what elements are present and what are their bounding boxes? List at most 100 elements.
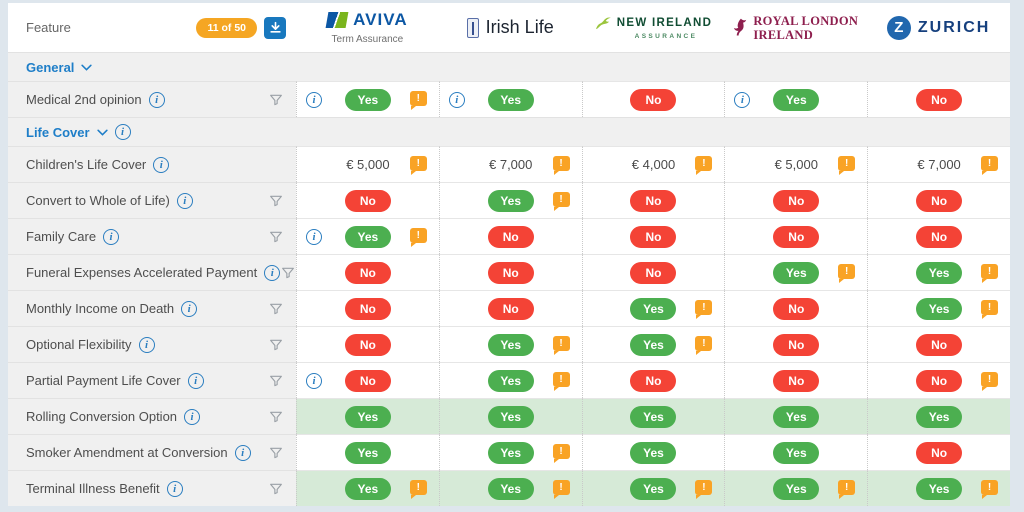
alert-icon[interactable]: ! (552, 479, 570, 499)
alert-icon[interactable]: ! (552, 155, 570, 175)
info-icon[interactable]: i (234, 444, 251, 461)
value-text: € 5,000 (346, 157, 390, 172)
alert-icon[interactable]: ! (695, 155, 713, 175)
section-toggle[interactable]: General (8, 53, 1010, 81)
info-icon[interactable]: i (148, 91, 165, 108)
filter-icon[interactable] (268, 409, 284, 425)
alert-icon[interactable]: ! (838, 263, 856, 283)
value-pill: Yes (487, 88, 534, 111)
alert-icon[interactable]: ! (409, 155, 427, 175)
value-cell: No (867, 326, 1010, 362)
value-cell: i Yes (438, 81, 582, 117)
alert-icon[interactable]: ! (981, 479, 998, 499)
chevron-down-icon (81, 64, 93, 71)
info-icon[interactable]: i (153, 156, 170, 173)
value-cell: Yes (581, 398, 725, 434)
alert-icon[interactable]: ! (981, 155, 998, 175)
filter-icon[interactable] (268, 373, 284, 389)
value-cell: € 4,000! (581, 146, 725, 182)
filter-icon[interactable] (268, 229, 284, 245)
table-row: Family Care i i Yes! No No No No (8, 218, 1010, 254)
feature-label: Children's Life Cover (26, 157, 147, 172)
filter-icon[interactable] (268, 481, 284, 497)
alert-icon[interactable]: ! (552, 371, 570, 391)
info-icon[interactable]: i (264, 264, 281, 281)
value-pill: Yes (630, 441, 677, 464)
provider-logo-aviva: AVIVA Term Assurance (296, 3, 439, 52)
value-pill: No (344, 369, 391, 392)
value-pill: Yes (487, 405, 534, 428)
alert-icon[interactable]: ! (409, 227, 427, 247)
value-cell: € 5,000! (724, 146, 868, 182)
alert-icon[interactable]: ! (838, 479, 856, 499)
info-icon[interactable]: i (176, 192, 193, 209)
info-icon[interactable]: i (306, 91, 322, 108)
value-cell: Yes (581, 434, 725, 470)
value-pill: No (344, 297, 391, 320)
filter-icon[interactable] (280, 265, 296, 281)
filter-icon[interactable] (268, 92, 284, 108)
alert-icon[interactable]: ! (552, 335, 570, 355)
feature-cell: Medical 2nd opinion i (8, 81, 296, 117)
alert-icon[interactable]: ! (695, 299, 713, 319)
table-row: Monthly Income on Death i No No Yes! No Yes! (8, 290, 1010, 326)
feature-header-cell: Feature 11 of 50 (8, 3, 296, 52)
alert-icon[interactable]: ! (838, 155, 856, 175)
alert-icon[interactable]: ! (552, 443, 570, 463)
info-icon[interactable]: i (734, 91, 751, 108)
feature-label: Optional Flexibility (26, 337, 132, 352)
provider-name: ZURICH (917, 18, 991, 36)
value-cell: Yes! (724, 254, 868, 290)
value-pill: No (916, 441, 963, 464)
value-cell: No (581, 362, 725, 398)
section-row: Life Cover i (8, 117, 1010, 146)
section-toggle[interactable]: Life Cover i (8, 118, 1010, 146)
value-pill: Yes (630, 297, 677, 320)
value-cell: No (581, 182, 725, 218)
info-icon[interactable]: i (187, 372, 204, 389)
filter-icon[interactable] (268, 301, 284, 317)
value-cell: No (724, 218, 868, 254)
info-icon[interactable]: i (114, 124, 131, 140)
alert-icon[interactable]: ! (695, 335, 713, 355)
irish-life-logo-icon (466, 17, 479, 38)
alert-icon[interactable]: ! (981, 371, 998, 391)
download-button[interactable] (264, 16, 286, 39)
feature-cell: Funeral Expenses Accelerated Payment i (8, 254, 296, 290)
alert-icon[interactable]: ! (409, 479, 427, 499)
value-cell: No (867, 81, 1010, 117)
value-pill: Yes (487, 333, 534, 356)
value-pill: No (916, 189, 963, 212)
filter-icon[interactable] (268, 337, 284, 353)
provider-name: Irish Life (485, 17, 554, 37)
info-icon[interactable]: i (306, 228, 322, 245)
info-icon[interactable]: i (306, 372, 322, 389)
value-cell: No (867, 218, 1010, 254)
alert-icon[interactable]: ! (695, 479, 713, 499)
alert-icon[interactable]: ! (981, 263, 998, 283)
filter-icon[interactable] (268, 445, 284, 461)
filter-icon[interactable] (268, 193, 284, 209)
info-icon[interactable]: i (166, 480, 183, 497)
count-badge: 11 of 50 (196, 17, 257, 38)
section-label: General (26, 59, 75, 75)
alert-icon[interactable]: ! (409, 90, 427, 110)
value-pill: No (773, 225, 820, 248)
info-icon[interactable]: i (184, 408, 201, 425)
value-pill: Yes (487, 189, 534, 212)
value-text: € 7,000 (489, 157, 533, 172)
info-icon[interactable]: i (103, 228, 120, 245)
value-cell: Yes! (581, 290, 725, 326)
alert-icon[interactable]: ! (981, 299, 998, 319)
value-cell: Yes! (438, 362, 582, 398)
info-icon[interactable]: i (138, 336, 155, 353)
info-icon[interactable]: i (448, 91, 465, 108)
value-pill: Yes (487, 477, 534, 500)
info-icon[interactable]: i (181, 300, 198, 317)
provider-subtitle: Term Assurance (331, 34, 404, 45)
value-pill: Yes (773, 261, 820, 284)
value-cell: Yes (724, 434, 868, 470)
value-cell: No (438, 218, 582, 254)
alert-icon[interactable]: ! (552, 191, 570, 211)
zurich-logo-icon: Z (886, 15, 911, 40)
